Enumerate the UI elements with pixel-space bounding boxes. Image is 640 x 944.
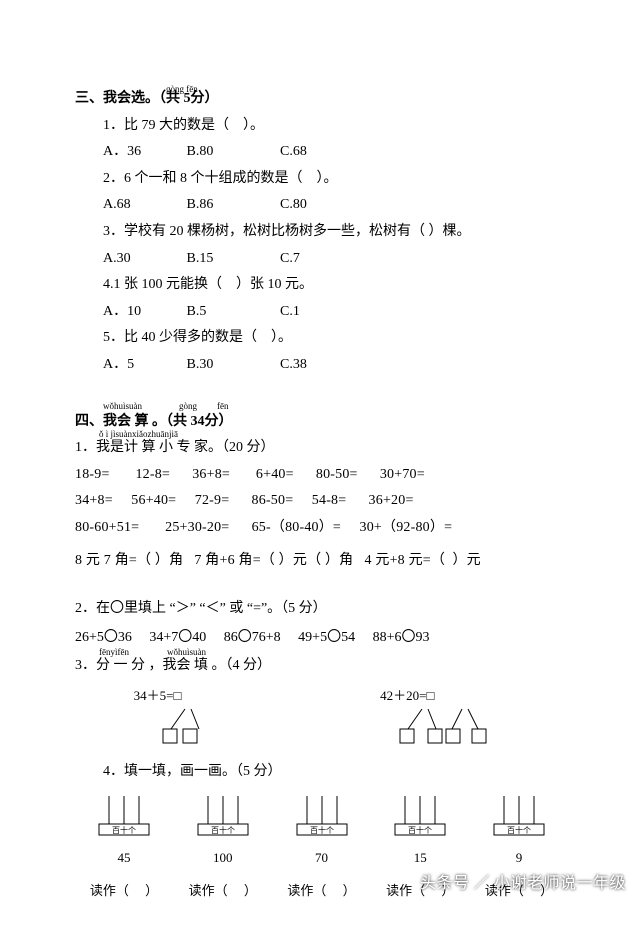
s4-sub3-pinyin1: fēnyìfēn [99, 644, 129, 661]
q2-a: A.68 [103, 192, 183, 219]
s4-bold: 共 34分 [173, 414, 219, 429]
q3-a: A.30 [103, 246, 183, 273]
abacus-1: 百十个 [79, 790, 169, 847]
compare-row: 26+5〇36 34+7〇40 86〇76+8 49+5〇54 88+6〇93 [75, 625, 568, 652]
dia2-expr: 42＋20=□ [380, 688, 434, 703]
abacus-2: 百十个 [178, 790, 268, 847]
abacus-num-5: 9 [474, 846, 564, 871]
split-diagram-1: 34＋5=□ [100, 684, 297, 753]
q4-c: C.1 [280, 299, 300, 326]
abacus-num-4: 15 [375, 846, 465, 871]
abacus-4: 百十个 [375, 790, 465, 847]
watermark: 头条号／小谢老师说一年级 [420, 869, 626, 893]
s3-questions: 1．比 79 大的数是（ ）。 A．36 B.80 C.68 2．6 个一和 8… [75, 113, 568, 379]
abacus-num-3: 70 [277, 846, 367, 871]
s4-sub3: 3．分 一 分 ，我会 填 。（4 分） [75, 653, 568, 680]
wm-right: 小谢老师说一年级 [494, 875, 626, 892]
wm-sep-icon: ／ [473, 875, 490, 892]
q4-b: B.5 [187, 299, 277, 326]
read-1: 读作（ ） [79, 879, 169, 904]
calc-row-3: 80-60+51= 25+30-20= 65-（80-40）= 30+（92-8… [75, 515, 568, 542]
abacus-5: 百十个 [474, 790, 564, 847]
svg-text:百十个: 百十个 [507, 825, 531, 835]
s4-sub1-wrap: ǒ ì jìsuànxiǎozhuānjiā 1．我是计 算 小 专 家。（20… [75, 435, 568, 462]
s4-sub4: 4．填一填，画一画。（5 分） [75, 759, 568, 786]
q5-a: A．5 [103, 352, 183, 379]
q2-text: 2．6 个一和 8 个十组成的数是（ ）。 [103, 166, 568, 193]
read-3: 读作（ ） [277, 879, 367, 904]
q3-b: B.15 [187, 246, 277, 273]
q2-options: A.68 B.86 C.80 [103, 192, 568, 219]
split-svg-1 [143, 709, 253, 745]
s4-pinyin2: gòng [179, 398, 197, 415]
wm-left: 头条号 [420, 875, 470, 892]
read-2: 读作（ ） [178, 879, 268, 904]
q1-c: C.68 [280, 139, 307, 166]
s3-pinyin: gòng fēn [166, 81, 198, 98]
s4-sub2: 2．在〇里填上 “＞” “＜” 或 “=”。（5 分） [75, 596, 568, 623]
q4-options: A．10 B.5 C.1 [103, 299, 568, 326]
q3-options: A.30 B.15 C.7 [103, 246, 568, 273]
split-diagrams: 34＋5=□ 42＋20=□ [75, 684, 568, 753]
q4-text: 4.1 张 100 元能换（ ）张 10 元。 [103, 272, 568, 299]
s4-sub1-pinyin: ǒ ì jìsuànxiǎozhuānjiā [99, 426, 178, 443]
q2-c: C.80 [280, 192, 307, 219]
abacus-row: 百十个 百十个 百十个 百十个 百十个 [75, 790, 568, 847]
split-diagram-2: 42＋20=□ [346, 684, 543, 753]
section-3-title: 三、我会选。（gòng fēn共 5分） [75, 86, 568, 113]
abacus-3: 百十个 [277, 790, 367, 847]
s4-pinyin3: fēn [217, 398, 229, 415]
calc-row-2: 34+8= 56+40= 72-9= 86-50= 54-8= 36+20= [75, 488, 568, 515]
s4-pinyin1: wǒhuìsuàn [103, 398, 142, 415]
dia1-expr: 34＋5=□ [134, 688, 182, 703]
q1-a: A．36 [103, 139, 183, 166]
calc-row-4: 8 元 7 角=（ ）角 7 角+6 角=（ ）元（ ）角 4 元+8 元=（ … [75, 548, 568, 575]
q1-text: 1．比 79 大的数是（ ）。 [103, 113, 568, 140]
s4-sub3-wrap: fēnyìfēn wǒhuìsuàn 3．分 一 分 ，我会 填 。（4 分） [75, 653, 568, 680]
calc-row-1: 18-9= 12-8= 36+8= 6+40= 80-50= 30+70= [75, 462, 568, 489]
s4-sub3-pinyin2: wǒhuìsuàn [167, 644, 206, 661]
q5-b: B.30 [187, 352, 277, 379]
q5-options: A．5 B.30 C.38 [103, 352, 568, 379]
q5-text: 5．比 40 少得多的数是（ ）。 [103, 325, 568, 352]
q5-c: C.38 [280, 352, 307, 379]
s4-suffix: ） [219, 414, 233, 429]
svg-text:百十个: 百十个 [408, 825, 432, 835]
abacus-num-2: 100 [178, 846, 268, 871]
svg-text:百十个: 百十个 [112, 825, 136, 835]
abacus-numbers: 45 100 70 15 9 [75, 846, 568, 871]
q1-options: A．36 B.80 C.68 [103, 139, 568, 166]
split-svg-2 [380, 709, 510, 745]
q3-text: 3．学校有 20 棵杨树，松树比杨树多一些，松树有（ ）棵。 [103, 219, 568, 246]
worksheet-page: 三、我会选。（gòng fēn共 5分） 1．比 79 大的数是（ ）。 A．3… [0, 0, 640, 944]
q3-c: C.7 [280, 246, 300, 273]
svg-text:百十个: 百十个 [310, 825, 334, 835]
s3-suffix: ） [205, 91, 219, 106]
q2-b: B.86 [187, 192, 277, 219]
s3-prefix: 三、我会选。（ [75, 91, 166, 106]
abacus-num-1: 45 [79, 846, 169, 871]
svg-text:百十个: 百十个 [211, 825, 235, 835]
q1-b: B.80 [187, 139, 277, 166]
q4-a: A．10 [103, 299, 183, 326]
